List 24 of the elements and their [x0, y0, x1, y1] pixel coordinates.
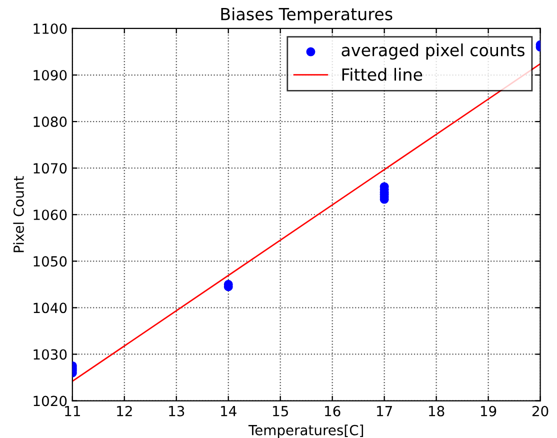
legend-label: Fitted line: [342, 68, 422, 81]
chart-title: Biases Temperatures: [221, 7, 392, 24]
y-tick-label: 1060: [34, 210, 67, 220]
x-axis-title: Temperatures[C]: [248, 424, 364, 438]
x-tick-label: 14: [221, 406, 236, 416]
y-tick-label: 1070: [34, 163, 67, 174]
x-tick-label: 12: [117, 406, 132, 416]
y-tick-label: 1080: [34, 116, 67, 128]
y-axis-title: Pixel Count: [13, 176, 24, 252]
y-tick-label: 1100: [34, 23, 67, 34]
y-tick-label: 1090: [34, 70, 67, 80]
x-tick-label: 13: [169, 406, 184, 416]
y-tick-label: 1050: [34, 256, 67, 267]
x-tick-label: 19: [480, 406, 496, 416]
x-tick-label: 16: [325, 406, 340, 416]
x-tick-label: 15: [273, 406, 288, 416]
y-tick-label: 1040: [34, 302, 67, 314]
x-tick-label: 18: [429, 406, 444, 416]
x-tick-label: 11: [65, 406, 80, 416]
y-tick-label: 1020: [34, 396, 67, 406]
x-tick-label: 20: [532, 406, 548, 416]
x-tick-label: 17: [377, 406, 392, 416]
y-tick-label: 1030: [34, 349, 67, 360]
legend-label: averaged pixel counts: [342, 43, 524, 60]
